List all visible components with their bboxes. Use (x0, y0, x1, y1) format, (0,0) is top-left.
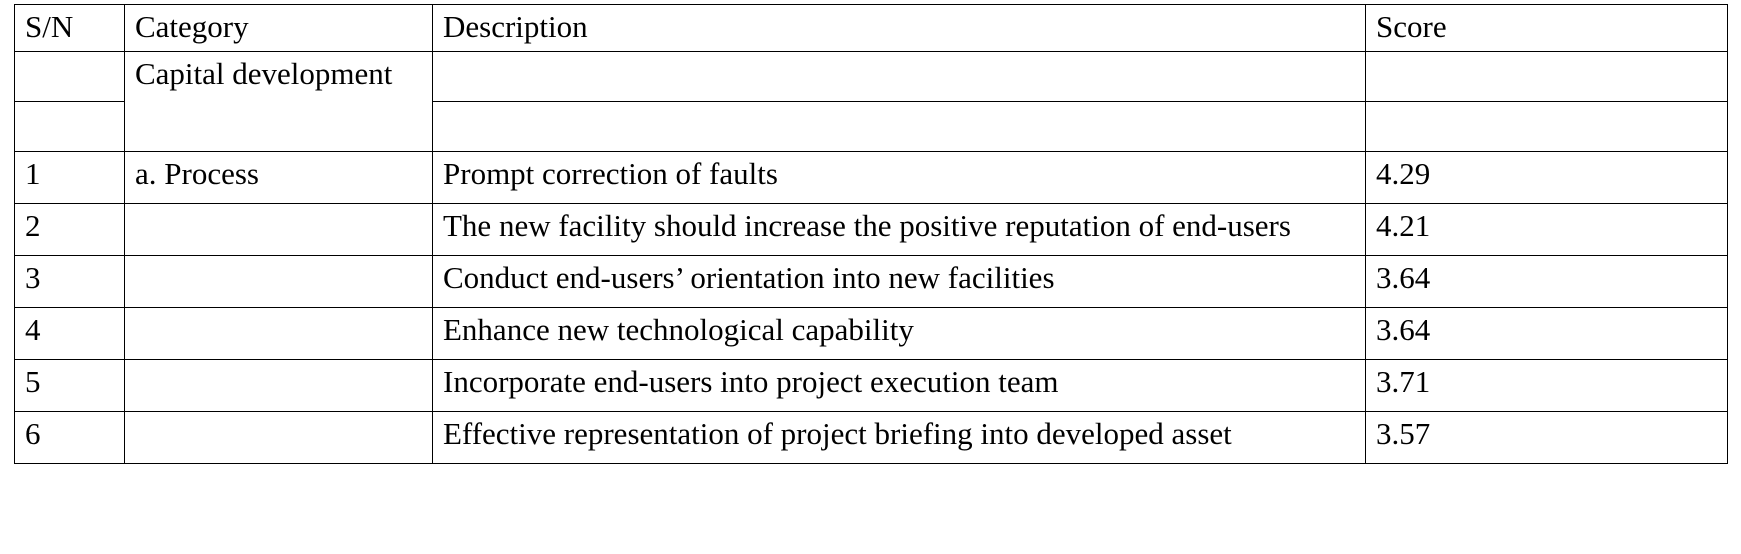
cell-sn: 2 (14, 203, 125, 257)
group-category-label: Capital development (124, 51, 433, 153)
group-score-empty-2 (1365, 101, 1728, 153)
group-description-empty (432, 51, 1366, 103)
cell-category (124, 411, 433, 465)
table-row: 3 Conduct end-users’ orientation into ne… (14, 255, 1728, 309)
cell-category (124, 203, 433, 257)
table-row: 2 The new facility should increase the p… (14, 203, 1728, 257)
cell-description: Prompt correction of faults (432, 151, 1366, 205)
group-sn-empty-2 (14, 101, 125, 153)
group-heading-row: Capital development (14, 51, 1728, 153)
cell-sn: 3 (14, 255, 125, 309)
table-row: 4 Enhance new technological capability 3… (14, 307, 1728, 361)
cell-category: a. Process (124, 151, 433, 205)
column-header-sn: S/N (14, 3, 125, 53)
table-body: Capital development 1 a. Process Prompt … (14, 51, 1728, 465)
cell-description: The new facility should increase the pos… (432, 203, 1366, 257)
cell-description: Conduct end-users’ orientation into new … (432, 255, 1366, 309)
cell-category (124, 255, 433, 309)
table-row: 1 a. Process Prompt correction of faults… (14, 151, 1728, 205)
column-header-description: Description (432, 3, 1366, 53)
cell-description: Incorporate end-users into project execu… (432, 359, 1366, 413)
cell-sn: 1 (14, 151, 125, 205)
cell-description: Enhance new technological capability (432, 307, 1366, 361)
cell-score: 3.64 (1365, 307, 1728, 361)
cell-score: 3.57 (1365, 411, 1728, 465)
cell-category (124, 307, 433, 361)
cell-score: 3.64 (1365, 255, 1728, 309)
column-header-category: Category (124, 3, 433, 53)
group-sn-empty (14, 51, 125, 103)
column-header-score: Score (1365, 3, 1728, 53)
group-score-empty (1365, 51, 1728, 103)
table-row: 6 Effective representation of project br… (14, 411, 1728, 465)
cell-score: 4.29 (1365, 151, 1728, 205)
group-description-empty-2 (432, 101, 1366, 153)
capital-development-score-table: S/N Category Description Score Capital d… (14, 3, 1728, 465)
cell-sn: 5 (14, 359, 125, 413)
cell-sn: 6 (14, 411, 125, 465)
cell-sn: 4 (14, 307, 125, 361)
cell-score: 4.21 (1365, 203, 1728, 257)
cell-score: 3.71 (1365, 359, 1728, 413)
cell-description: Effective representation of project brie… (432, 411, 1366, 465)
score-table-container: S/N Category Description Score Capital d… (14, 3, 1728, 465)
header-row: S/N Category Description Score (14, 3, 1728, 53)
cell-category (124, 359, 433, 413)
table-row: 5 Incorporate end-users into project exe… (14, 359, 1728, 413)
table-header: S/N Category Description Score (14, 3, 1728, 53)
